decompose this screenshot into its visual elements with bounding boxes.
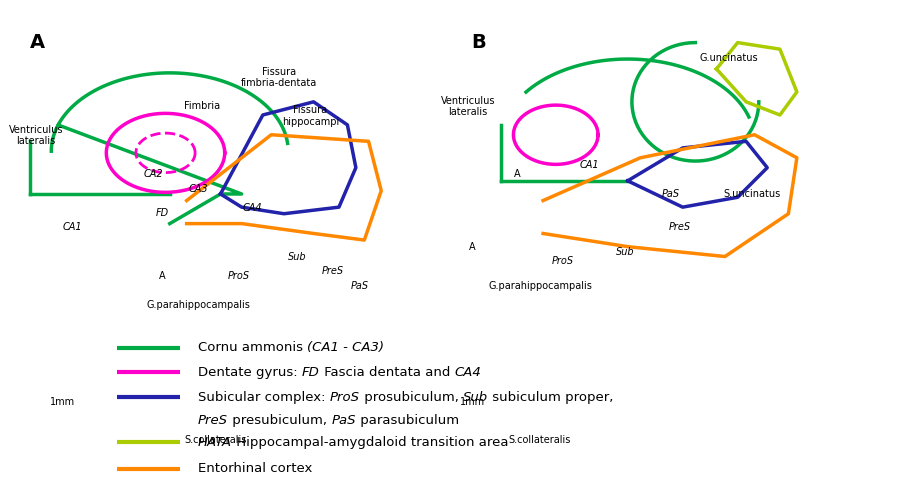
Text: A: A bbox=[31, 33, 45, 52]
Text: G.uncinatus: G.uncinatus bbox=[699, 53, 759, 63]
Text: Fimbria: Fimbria bbox=[184, 102, 220, 111]
Text: A: A bbox=[514, 169, 521, 179]
Text: CA1: CA1 bbox=[62, 223, 82, 232]
Text: ProS: ProS bbox=[552, 257, 573, 266]
Text: CA1: CA1 bbox=[580, 160, 599, 169]
Text: Fissura
hippocampi: Fissura hippocampi bbox=[282, 106, 339, 127]
Text: Subicular complex:: Subicular complex: bbox=[198, 391, 329, 404]
Text: ProS: ProS bbox=[228, 271, 249, 281]
Text: presubiculum,: presubiculum, bbox=[228, 414, 331, 427]
Text: 1mm: 1mm bbox=[50, 397, 76, 407]
Text: S.collateralis: S.collateralis bbox=[184, 436, 248, 445]
Text: CA2: CA2 bbox=[143, 169, 163, 179]
Text: FD: FD bbox=[302, 366, 319, 379]
Text: PreS: PreS bbox=[198, 414, 228, 427]
Text: Fascia dentata and: Fascia dentata and bbox=[320, 366, 454, 379]
Text: A: A bbox=[469, 242, 476, 252]
Text: subiculum proper,: subiculum proper, bbox=[488, 391, 614, 404]
Text: PaS: PaS bbox=[331, 414, 356, 427]
Text: (CA1 - CA3): (CA1 - CA3) bbox=[307, 341, 384, 354]
Text: Hippocampal-amygdaloid transition area: Hippocampal-amygdaloid transition area bbox=[232, 436, 508, 449]
Text: FD: FD bbox=[156, 208, 168, 218]
Text: CA3: CA3 bbox=[188, 184, 208, 194]
Text: B: B bbox=[472, 33, 486, 52]
Text: PaS: PaS bbox=[351, 281, 369, 290]
Text: PreS: PreS bbox=[669, 223, 690, 232]
Text: S.collateralis: S.collateralis bbox=[508, 436, 572, 445]
Text: A: A bbox=[158, 271, 166, 281]
Text: CA4: CA4 bbox=[242, 203, 262, 213]
Text: Sub: Sub bbox=[463, 391, 488, 404]
Text: Ventriculus
lateralis: Ventriculus lateralis bbox=[9, 125, 63, 146]
Text: S.uncinatus: S.uncinatus bbox=[723, 189, 780, 198]
Text: 1mm: 1mm bbox=[460, 397, 485, 407]
Text: Sub: Sub bbox=[616, 247, 634, 257]
Text: Sub: Sub bbox=[288, 252, 306, 261]
Text: G.parahippocampalis: G.parahippocampalis bbox=[146, 300, 250, 310]
Text: PreS: PreS bbox=[322, 266, 344, 276]
Text: Fissura
fimbria-dentata: Fissura fimbria-dentata bbox=[241, 67, 317, 88]
Text: parasubiculum: parasubiculum bbox=[356, 414, 459, 427]
Text: Dentate gyrus:: Dentate gyrus: bbox=[198, 366, 302, 379]
Text: Ventriculus
lateralis: Ventriculus lateralis bbox=[441, 96, 495, 117]
Text: ProS: ProS bbox=[329, 391, 360, 404]
Text: Entorhinal cortex: Entorhinal cortex bbox=[198, 462, 312, 475]
Text: PaS: PaS bbox=[662, 189, 680, 198]
Text: G.parahippocampalis: G.parahippocampalis bbox=[488, 281, 592, 290]
Text: CA4: CA4 bbox=[454, 366, 482, 379]
Text: HATA: HATA bbox=[198, 436, 232, 449]
Text: Cornu ammonis: Cornu ammonis bbox=[198, 341, 307, 354]
Text: prosubiculum,: prosubiculum, bbox=[360, 391, 463, 404]
